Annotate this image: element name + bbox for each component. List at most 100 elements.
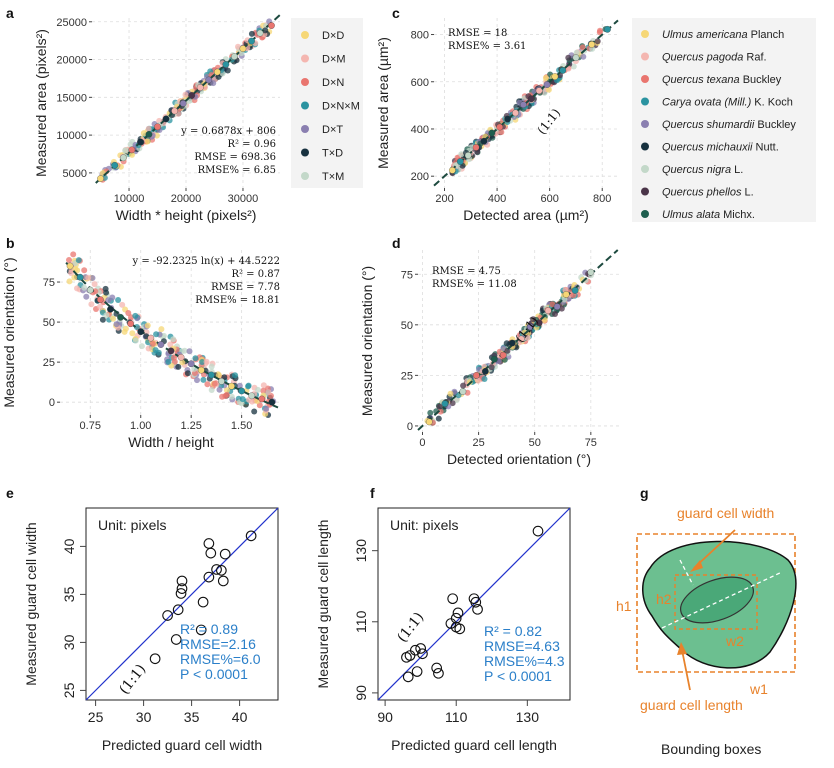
x-axis-label: Width / height bbox=[128, 434, 214, 450]
x-tick-label-3: 75 bbox=[585, 437, 597, 449]
y-axis-label: Measured area (pixels²) bbox=[33, 29, 49, 177]
scatter-cloud-point bbox=[561, 296, 568, 303]
scatter-cloud-point bbox=[232, 372, 238, 379]
panel-letter-d: d bbox=[392, 235, 401, 251]
data-point bbox=[409, 644, 421, 656]
scatter-cloud-point bbox=[521, 329, 528, 336]
label-guard-cell-width: guard cell width bbox=[677, 505, 774, 521]
data-point bbox=[433, 667, 444, 679]
scatter-cloud-point bbox=[223, 391, 230, 398]
data-point bbox=[208, 371, 215, 379]
scatter-cloud-point bbox=[594, 38, 601, 45]
length-arrowhead bbox=[677, 642, 687, 655]
data-point bbox=[425, 418, 433, 426]
legend-species-swatch bbox=[641, 187, 649, 196]
scatter-cloud-point bbox=[236, 382, 243, 389]
scatter-cloud-point bbox=[109, 294, 116, 301]
scatter-cloud-point bbox=[184, 370, 191, 377]
stat-line-1: RMSE=4.63 bbox=[484, 638, 560, 654]
scatter-cloud-point bbox=[248, 30, 255, 37]
y-tick-label-3: 800 bbox=[411, 30, 429, 42]
y-tick-label-0: 200 bbox=[411, 171, 429, 183]
data-point bbox=[449, 166, 456, 174]
legend-species-name: Ulmus americana bbox=[662, 29, 748, 41]
scatter-cloud-point bbox=[179, 359, 186, 366]
chart-a: 10000 20000 30000 5000 10000 15000 20000 25000 W… bbox=[33, 14, 281, 223]
legend-species-name: Quercus phellos bbox=[662, 187, 742, 199]
scatter-cloud-point bbox=[171, 358, 178, 365]
data-point bbox=[111, 161, 119, 169]
scatter-cloud-point bbox=[113, 321, 120, 328]
stat-annotation-1: R² = 0.87 bbox=[231, 269, 280, 280]
data-point bbox=[147, 334, 155, 342]
stat-annotation-0: RMSE = 18 bbox=[448, 28, 507, 39]
x-tick-label-3: 1.50 bbox=[231, 420, 252, 432]
scatter-cloud-point bbox=[129, 330, 136, 337]
scatter-cloud-point bbox=[224, 67, 231, 74]
data-point bbox=[228, 382, 235, 390]
data-point bbox=[415, 643, 427, 654]
legend-species-label: Quercus michauxii Nutt. bbox=[662, 142, 779, 154]
data-point bbox=[535, 87, 543, 95]
data-point bbox=[176, 575, 188, 587]
legend-species-swatch bbox=[641, 142, 649, 151]
scatter-cloud-point bbox=[152, 347, 159, 354]
x-tick-label-3: 800 bbox=[593, 193, 611, 205]
x-tick-label-1: 30 bbox=[136, 709, 152, 725]
scatter-cloud-point bbox=[129, 151, 135, 158]
scatter-cloud-point bbox=[449, 400, 456, 407]
legend-species-name: Quercus pagoda bbox=[662, 52, 743, 64]
data-point bbox=[562, 291, 570, 298]
data-point bbox=[231, 53, 238, 60]
scatter-cloud-point bbox=[115, 297, 122, 303]
y-tick-label-1: 25 bbox=[43, 357, 55, 369]
scatter-cloud-point bbox=[119, 301, 126, 308]
legend-crosses-swatch bbox=[301, 101, 309, 110]
data-point bbox=[517, 335, 525, 343]
scatter-cloud-point bbox=[66, 257, 72, 263]
legend-species-author: L. bbox=[731, 164, 743, 176]
scatter-cloud-point bbox=[91, 281, 98, 288]
data-point bbox=[217, 575, 229, 587]
legend-crosses-swatch bbox=[301, 148, 309, 157]
scatter-cloud-point bbox=[75, 257, 82, 264]
legend-species-swatch bbox=[641, 210, 649, 218]
legend-species-label: Quercus nigra L. bbox=[662, 164, 743, 176]
y-axis-label: Measured orientation (°) bbox=[1, 257, 17, 407]
y-tick-label-0: 5000 bbox=[63, 168, 87, 180]
legend-species-name: Carya ovata (Mill.) bbox=[662, 97, 752, 109]
data-point bbox=[187, 360, 195, 368]
data-point bbox=[205, 547, 217, 559]
data-point bbox=[119, 154, 127, 162]
y-tick-label-3: 20000 bbox=[56, 55, 87, 67]
scatter-cloud-point bbox=[175, 363, 182, 370]
data-point bbox=[219, 548, 231, 560]
one-to-one-label: (1:1) bbox=[535, 106, 564, 137]
scatter-cloud-point bbox=[89, 275, 96, 281]
y-tick-label-1: 10000 bbox=[56, 130, 87, 142]
scatter-cloud-point bbox=[436, 403, 443, 410]
y-tick-label-0: 0 bbox=[49, 397, 55, 409]
x-axis-label: Width * height (pixels²) bbox=[116, 207, 257, 223]
x-tick-label-0: 90 bbox=[377, 709, 393, 725]
bounding-box-diagram: guard cell width guard cell length h1 h2… bbox=[616, 505, 797, 757]
charts-layer: 10000 20000 30000500010000150002000025000W… bbox=[1, 14, 620, 753]
stat-line-0: R² = 0.89 bbox=[180, 621, 238, 637]
data-point bbox=[176, 583, 188, 594]
legend-species-name: Ulmus alata bbox=[662, 209, 720, 221]
scatter-cloud-point bbox=[573, 49, 580, 56]
data-point bbox=[172, 604, 184, 616]
data-point bbox=[137, 138, 144, 146]
legend-species-label: Ulmus alata Michx. bbox=[662, 209, 755, 221]
data-point bbox=[238, 387, 245, 395]
legend-species-label: Quercus texana Buckley bbox=[662, 74, 782, 86]
data-point bbox=[571, 287, 579, 294]
chart-f: 90 110 130 90 110 130 Predicted guard cell len… bbox=[315, 507, 571, 753]
stat-line-3: P < 0.0001 bbox=[484, 668, 552, 684]
stat-annotation-0: y = 0.6878x + 806 bbox=[180, 126, 276, 137]
data-point bbox=[197, 366, 205, 374]
scatter-cloud-point bbox=[182, 91, 189, 98]
data-point bbox=[216, 565, 227, 576]
data-point bbox=[553, 303, 561, 310]
